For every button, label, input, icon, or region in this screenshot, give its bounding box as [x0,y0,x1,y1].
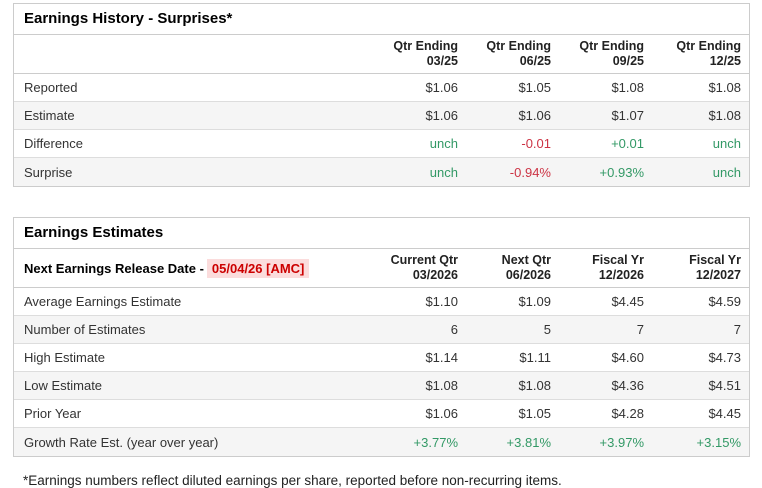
column-header: Qtr Ending 03/25 [374,39,467,69]
cell-value: +0.01 [611,136,644,151]
column-header-line2: 06/25 [519,54,551,68]
table-row-estimate: Estimate $1.06 $1.06 $1.07 $1.08 [14,102,749,130]
header-spacer [14,50,374,58]
column-header-line2: 12/25 [709,54,741,68]
row-label: Surprise [24,164,73,180]
cell-value: $4.36 [611,378,644,393]
cell-value: $4.28 [611,406,644,421]
column-header-line2: 09/25 [612,54,644,68]
cell-value: $1.07 [611,108,644,123]
cell-value: -0.01 [521,136,551,151]
cell-value: $1.06 [425,80,458,95]
table-row-average-earnings-estimate: Average Earnings Estimate $1.10 $1.09 $4… [14,288,749,316]
next-earnings-release: Next Earnings Release Date -05/04/26 [AM… [14,257,374,280]
table-row-reported: Reported $1.06 $1.05 $1.08 $1.08 [14,74,749,102]
cell-value: 7 [733,322,741,337]
cell-value: unch [429,136,458,151]
cell-value: $1.09 [518,294,551,309]
row-label: Reported [24,80,78,95]
row-label: Number of Estimates [24,322,146,337]
cell-value: 6 [450,322,458,337]
table-row-surprise: Surprise unch -0.94% +0.93% unch [14,158,749,186]
row-label: High Estimate [24,350,105,365]
column-header: Fiscal Yr 12/2027 [653,253,749,283]
row-label: Estimate [24,108,75,123]
earnings-estimates-header-row: Next Earnings Release Date -05/04/26 [AM… [14,249,749,288]
cell-value: $1.10 [425,294,458,309]
column-header-line1: Fiscal Yr [689,253,741,267]
column-header-line1: Qtr Ending [393,39,458,53]
column-header-line1: Current Qtr [390,253,458,267]
cell-value: +3.97% [599,434,644,450]
cell-value: +0.93% [599,164,644,180]
cell-value: $4.59 [708,294,741,309]
cell-value: 7 [636,322,644,337]
cell-value: $1.06 [425,108,458,123]
cell-value: $1.08 [708,80,741,95]
cell-value: +3.77% [413,434,458,450]
column-header-line1: Qtr Ending [486,39,551,53]
cell-value: 5 [543,322,551,337]
earnings-estimates-table: Earnings Estimates Next Earnings Release… [13,217,750,457]
cell-value: unch [712,164,741,180]
cell-value: unch [712,136,741,151]
cell-value: $4.45 [611,294,644,309]
column-header: Fiscal Yr 12/2026 [560,253,653,283]
cell-value: $1.08 [518,378,551,393]
column-header: Qtr Ending 09/25 [560,39,653,69]
cell-value: $4.45 [708,406,741,421]
earnings-history-table: Earnings History - Surprises* Qtr Ending… [13,3,750,187]
column-header: Qtr Ending 12/25 [653,39,749,69]
cell-value: +3.81% [506,434,551,450]
column-header-line1: Qtr Ending [579,39,644,53]
cell-value: $1.05 [518,406,551,421]
release-date-label: Next Earnings Release Date - [24,260,204,276]
cell-value: $1.08 [425,378,458,393]
cell-value: $1.11 [519,350,551,365]
column-header-line2: 03/25 [426,54,458,68]
earnings-estimates-title: Earnings Estimates [14,218,749,249]
cell-value: $1.06 [425,406,458,421]
cell-value: $1.08 [708,108,741,123]
table-row-prior-year: Prior Year $1.06 $1.05 $4.28 $4.45 [14,400,749,428]
row-label: Difference [24,136,84,151]
cell-value: $1.05 [518,80,551,95]
row-label: Low Estimate [24,378,103,393]
row-label: Average Earnings Estimate [24,294,182,309]
column-header-line1: Next Qtr [501,253,551,267]
cell-value: $4.73 [708,350,741,365]
column-header: Current Qtr 03/2026 [374,253,467,283]
table-row-high-estimate: High Estimate $1.14 $1.11 $4.60 $4.73 [14,344,749,372]
release-date-value: 05/04/26 [AMC] [206,258,310,278]
footnote: *Earnings numbers reflect diluted earnin… [23,473,562,488]
column-header-line2: 03/2026 [412,268,458,282]
column-header-line2: 12/2027 [695,268,741,282]
column-header: Next Qtr 06/2026 [467,253,560,283]
table-row-number-of-estimates: Number of Estimates 6 5 7 7 [14,316,749,344]
table-row-growth-rate: Growth Rate Est. (year over year) +3.77%… [14,428,749,456]
column-header: Qtr Ending 06/25 [467,39,560,69]
cell-value: $4.51 [708,378,741,393]
cell-value: unch [429,164,458,180]
cell-value: $1.06 [518,108,551,123]
column-header-line1: Fiscal Yr [592,253,644,267]
column-header-line2: 12/2026 [598,268,644,282]
table-row-difference: Difference unch -0.01 +0.01 unch [14,130,749,158]
earnings-history-header-row: Qtr Ending 03/25 Qtr Ending 06/25 Qtr En… [14,35,749,74]
column-header-line1: Qtr Ending [676,39,741,53]
cell-value: +3.15% [696,434,741,450]
column-header-line2: 06/2026 [505,268,551,282]
cell-value: $4.60 [611,350,644,365]
cell-value: $1.08 [611,80,644,95]
table-row-low-estimate: Low Estimate $1.08 $1.08 $4.36 $4.51 [14,372,749,400]
earnings-history-title: Earnings History - Surprises* [14,4,749,35]
row-label: Prior Year [24,406,82,421]
cell-value: -0.94% [509,164,551,180]
row-label: Growth Rate Est. (year over year) [24,434,219,450]
cell-value: $1.14 [425,350,458,365]
